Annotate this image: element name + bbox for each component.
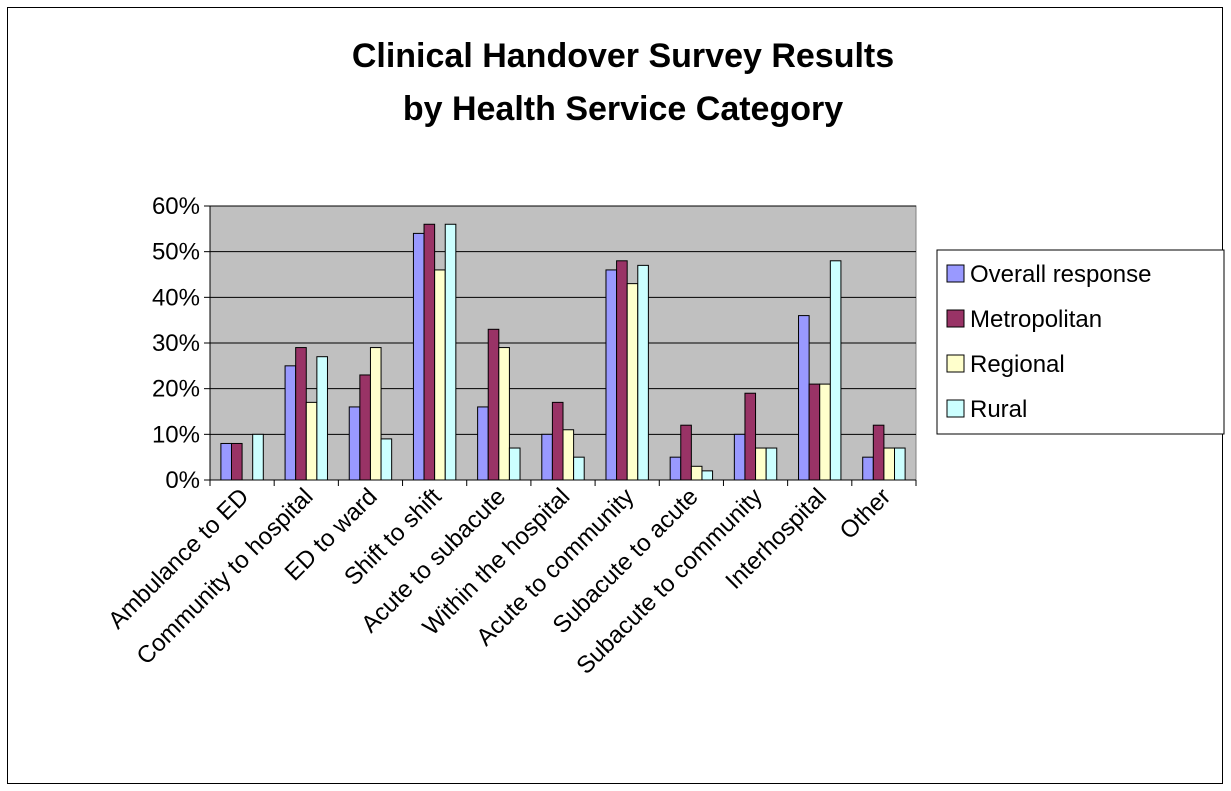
bar xyxy=(765,447,778,481)
chart-title-line-1: Clinical Handover Survey Results xyxy=(352,37,894,75)
bar xyxy=(477,406,489,481)
bar xyxy=(798,315,810,481)
bar xyxy=(380,438,393,481)
bar xyxy=(680,424,692,481)
bar xyxy=(541,433,553,481)
bar xyxy=(605,269,618,481)
bar xyxy=(744,392,757,481)
bar xyxy=(444,223,457,481)
bar xyxy=(755,447,767,481)
y-tick-labels: 0% 10% 20% 30% 40% 50% 60% xyxy=(152,193,200,494)
y-tick-label: 60% xyxy=(152,193,200,220)
bar xyxy=(669,456,682,481)
bars xyxy=(220,223,906,481)
legend-swatch xyxy=(946,399,965,418)
y-tick-label: 50% xyxy=(152,239,200,266)
bar xyxy=(220,442,232,481)
bar xyxy=(690,465,703,481)
bar xyxy=(808,383,821,481)
bar xyxy=(348,406,361,481)
legend-label: Overall response xyxy=(970,261,1151,288)
legend-swatch xyxy=(946,264,965,283)
legend-swatch xyxy=(946,309,965,328)
legend: Overall response Metropolitan Regional Rura… xyxy=(936,249,1225,435)
bar xyxy=(305,401,318,481)
legend-label: Regional xyxy=(970,351,1065,378)
y-tick-label: 0% xyxy=(165,467,200,494)
bar xyxy=(883,447,896,481)
legend-box xyxy=(936,249,1225,435)
bar xyxy=(626,283,639,481)
chart-title-line-2: by Health Service Category xyxy=(403,90,843,128)
bar xyxy=(359,374,371,481)
x-category-label: Other xyxy=(835,483,897,545)
bar xyxy=(423,223,436,481)
bar xyxy=(701,470,714,481)
bar xyxy=(369,347,382,481)
y-tick-label: 20% xyxy=(152,376,200,403)
bar xyxy=(829,260,842,481)
bar xyxy=(412,232,425,481)
bar xyxy=(562,429,575,481)
bar xyxy=(295,347,307,481)
y-tick-label: 30% xyxy=(152,330,200,357)
bar xyxy=(316,356,328,481)
bar xyxy=(872,424,885,481)
bar xyxy=(819,383,831,481)
y-tick-label: 10% xyxy=(152,421,200,448)
y-tick-label: 40% xyxy=(152,284,200,311)
bar xyxy=(733,433,746,481)
legend-label: Metropolitan xyxy=(970,306,1102,333)
bar xyxy=(434,269,446,481)
bar xyxy=(637,264,649,481)
legend-swatch xyxy=(946,354,965,373)
bar xyxy=(498,347,510,481)
bar xyxy=(252,433,264,481)
bar xyxy=(508,447,521,481)
bar xyxy=(573,456,585,481)
bar xyxy=(551,401,564,481)
bar xyxy=(894,447,906,481)
bar xyxy=(284,365,297,481)
bar xyxy=(487,328,500,481)
bar xyxy=(230,442,243,481)
legend-label: Rural xyxy=(970,396,1027,423)
bar xyxy=(616,260,628,481)
bar xyxy=(862,456,874,481)
axes xyxy=(204,205,917,486)
